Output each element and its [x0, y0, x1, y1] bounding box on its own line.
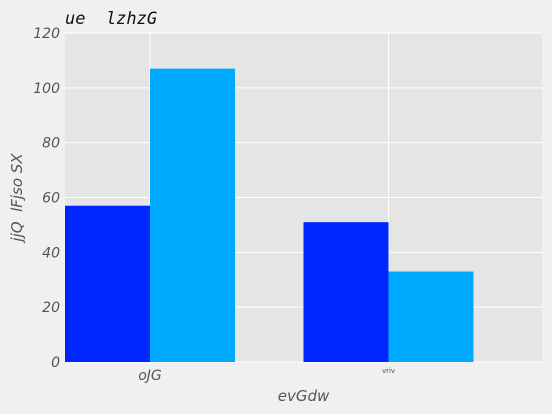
bar-vriv-series-1 [303, 222, 389, 362]
bars [65, 68, 474, 363]
y-axis-label: jjQ lFjso SX [8, 153, 26, 244]
bar-vriv-series-2 [388, 271, 474, 362]
x-tick-label: oJG [138, 368, 162, 384]
y-tick-label: 100 [33, 81, 60, 97]
y-tick-labels: 0 20 40 60 80 100 120 [33, 26, 60, 371]
bar-oJG-series-1 [65, 205, 150, 362]
y-tick-label: 120 [33, 26, 60, 42]
x-tick-label: vriv [382, 367, 395, 375]
y-tick-label: 40 [42, 245, 60, 261]
bar-oJG-series-2 [150, 68, 235, 363]
y-tick-label: 0 [51, 355, 60, 371]
x-tick-labels: oJG vriv [138, 367, 395, 384]
x-axis-label: evGdw [278, 387, 330, 405]
y-tick-label: 60 [42, 191, 60, 207]
y-tick-label: 20 [42, 300, 60, 316]
y-tick-label: 80 [42, 136, 60, 152]
chart-title: ue lzhzG [65, 9, 157, 29]
